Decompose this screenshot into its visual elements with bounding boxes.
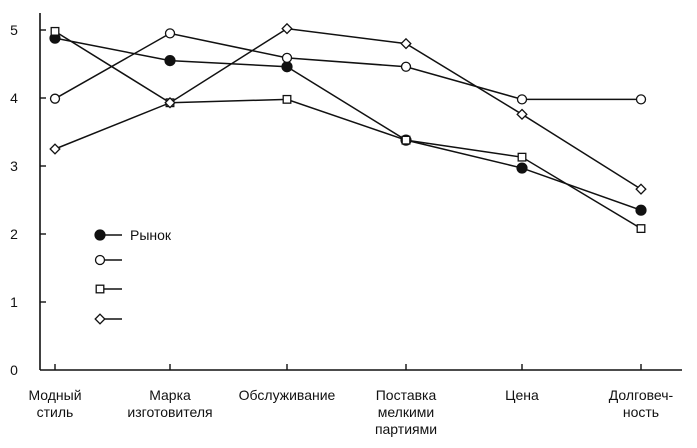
series-4-point [49, 143, 61, 155]
x-category-label-line: Модный [28, 387, 81, 403]
x-category-label-line: мелкими [378, 404, 435, 420]
series-4-point [400, 37, 412, 50]
y-tick-label: 3 [10, 158, 18, 174]
x-axis-ticks: Модный стиль Марка изготовителя Обслуживание… [28, 364, 674, 437]
x-category-label: Обслуживание [239, 387, 336, 403]
x-category-label-line: Поставка [376, 387, 437, 403]
legend-marker-1 [94, 229, 106, 241]
chart-legend: Рынок [94, 227, 172, 325]
series-2-point [400, 61, 412, 72]
legend-label-1: Рынок [130, 227, 172, 243]
series-2-point [635, 94, 647, 105]
x-category-label: Марка изготовителя [127, 387, 212, 420]
y-tick-label: 1 [10, 294, 18, 310]
y-tick-label: 5 [10, 22, 18, 38]
series-1-point [281, 61, 293, 73]
series-3-point [401, 135, 411, 145]
x-category-label-line: Цена [505, 387, 539, 403]
y-tick-label: 2 [10, 226, 18, 242]
series-4-point [164, 97, 176, 109]
x-category-label-line: изготовителя [127, 404, 212, 420]
x-category-label-line: партиями [375, 421, 437, 437]
y-tick-label: 4 [10, 90, 18, 106]
series-1-point [635, 204, 647, 216]
series-2-point [281, 52, 293, 64]
series-3-point [282, 94, 292, 104]
series-line-3 [54, 30, 642, 230]
series-3-point [636, 224, 646, 234]
legend-marker-3 [95, 284, 105, 294]
legend-marker-2 [94, 254, 106, 266]
series-4-point [516, 108, 528, 121]
x-category-label-line: стиль [37, 404, 74, 420]
x-category-label: Модный стиль [28, 387, 81, 420]
legend-marker-4 [94, 313, 106, 325]
series-line-4 [54, 27, 642, 190]
series-2-point [164, 28, 176, 39]
series-4-point [635, 183, 647, 195]
series-line-1 [54, 37, 642, 211]
series-1-point [516, 162, 528, 174]
x-category-label-line: Обслуживание [239, 387, 336, 403]
y-tick-label: 0 [10, 362, 18, 378]
x-category-label-line: Долговеч- [609, 387, 674, 403]
series-markers [49, 22, 647, 234]
x-category-label-line: ность [623, 404, 659, 420]
x-category-label-line: Марка [149, 387, 191, 403]
x-category-label: Долговеч-ность [609, 387, 674, 420]
series-3-point [50, 26, 60, 36]
series-1-point [164, 54, 176, 67]
series-4-point [281, 22, 293, 35]
series-2-point [49, 93, 61, 104]
y-axis-ticks: 0 1 2 3 4 5 [10, 22, 46, 378]
series-line-2 [54, 32, 641, 101]
series-lines [54, 27, 642, 230]
series-2-point [516, 94, 528, 105]
x-category-label: Цена [505, 387, 539, 403]
series-3-point [517, 152, 527, 162]
chart-axes [39, 13, 682, 371]
x-category-label: Поставка мелкими партиями [375, 387, 437, 437]
